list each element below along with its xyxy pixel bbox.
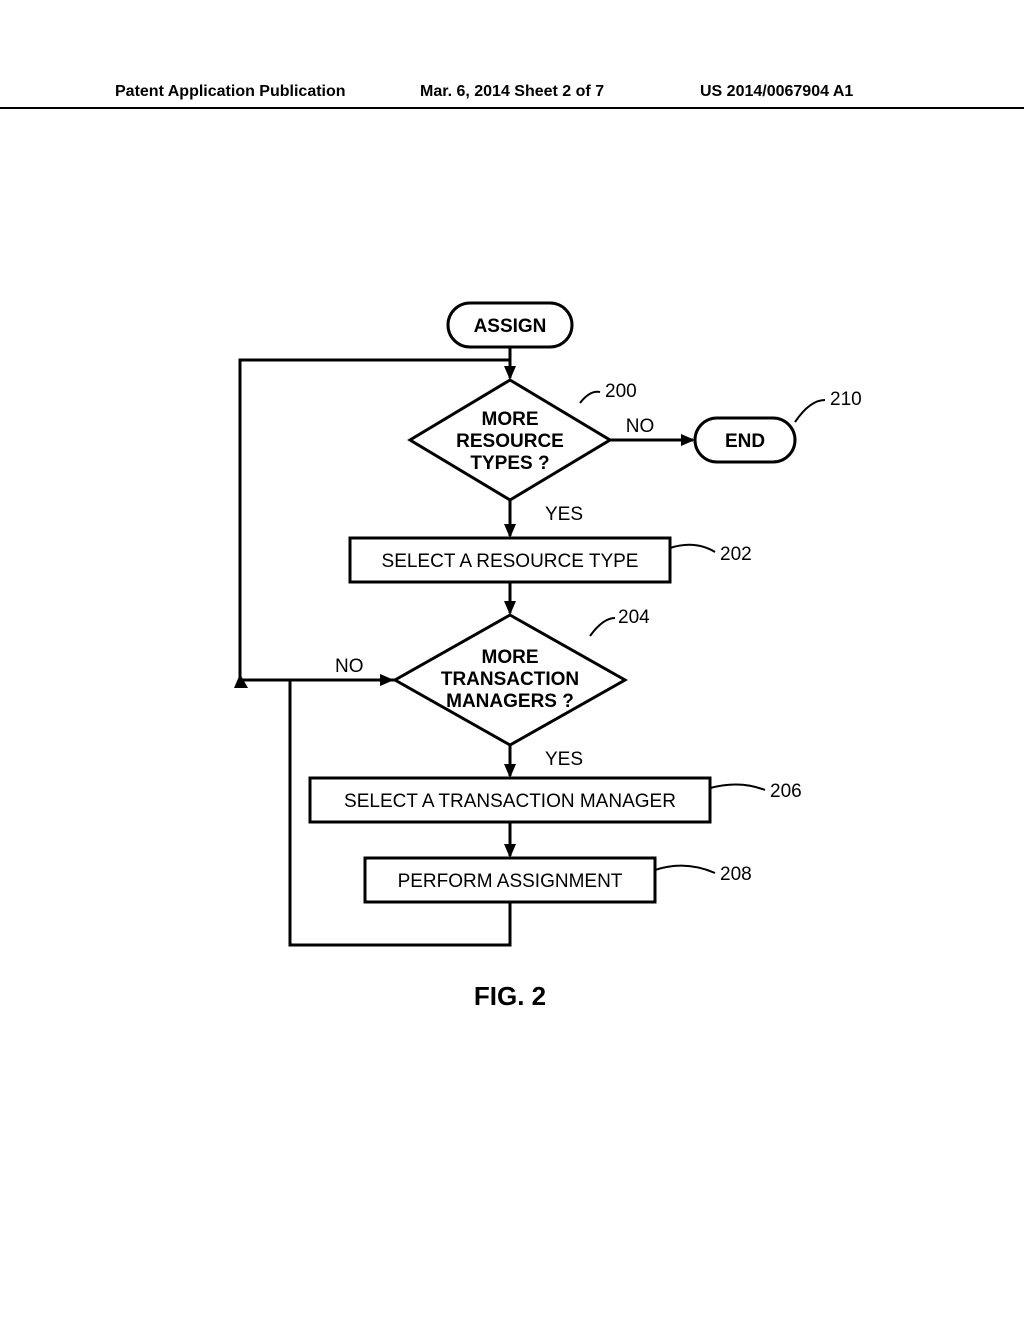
ref-200: 200: [580, 381, 637, 403]
svg-text:NO: NO: [626, 416, 655, 437]
edge-p3-loop: [290, 680, 510, 945]
flowchart-svg: ASSIGN MORE RESOURCE TYPES ? 200 NO END: [0, 0, 1024, 1320]
svg-text:206: 206: [770, 781, 802, 802]
ref-206: 206: [710, 781, 802, 802]
page: Patent Application Publication Mar. 6, 2…: [0, 0, 1024, 1320]
svg-text:208: 208: [720, 864, 752, 885]
node-assign: ASSIGN: [448, 303, 572, 347]
svg-text:210: 210: [830, 389, 862, 410]
node-process-2: SELECT A TRANSACTION MANAGER: [310, 778, 710, 822]
ref-204: 204: [590, 607, 650, 636]
edge-d1-end: NO: [610, 416, 693, 440]
node-end-label: END: [725, 431, 765, 452]
ref-208: 208: [655, 864, 752, 885]
svg-text:TRANSACTION: TRANSACTION: [441, 669, 579, 690]
svg-text:SELECT A RESOURCE TYPE: SELECT A RESOURCE TYPE: [382, 551, 639, 572]
svg-text:TYPES ?: TYPES ?: [470, 453, 549, 474]
svg-text:YES: YES: [545, 749, 583, 770]
svg-text:MORE: MORE: [482, 409, 539, 430]
svg-text:202: 202: [720, 544, 752, 565]
ref-210: 210: [795, 389, 862, 422]
node-decision-1: MORE RESOURCE TYPES ?: [410, 380, 610, 500]
svg-text:MANAGERS ?: MANAGERS ?: [446, 691, 574, 712]
node-process-1: SELECT A RESOURCE TYPE: [350, 538, 670, 582]
svg-text:200: 200: [605, 381, 637, 402]
svg-text:NO: NO: [335, 656, 364, 677]
svg-text:MORE: MORE: [482, 647, 539, 668]
svg-text:YES: YES: [545, 504, 583, 525]
node-end: END: [695, 418, 795, 462]
node-assign-label: ASSIGN: [474, 316, 547, 337]
svg-text:204: 204: [618, 607, 650, 628]
svg-text:SELECT A TRANSACTION MANAGER: SELECT A TRANSACTION MANAGER: [344, 791, 676, 812]
node-process-3: PERFORM ASSIGNMENT: [365, 858, 655, 902]
svg-text:RESOURCE: RESOURCE: [456, 431, 564, 452]
ref-202: 202: [670, 544, 752, 565]
svg-text:PERFORM ASSIGNMENT: PERFORM ASSIGNMENT: [398, 871, 623, 892]
edge-d2-p2: YES: [510, 745, 583, 776]
edge-d1-p1: YES: [510, 500, 583, 536]
figure-caption: FIG. 2: [474, 981, 546, 1011]
